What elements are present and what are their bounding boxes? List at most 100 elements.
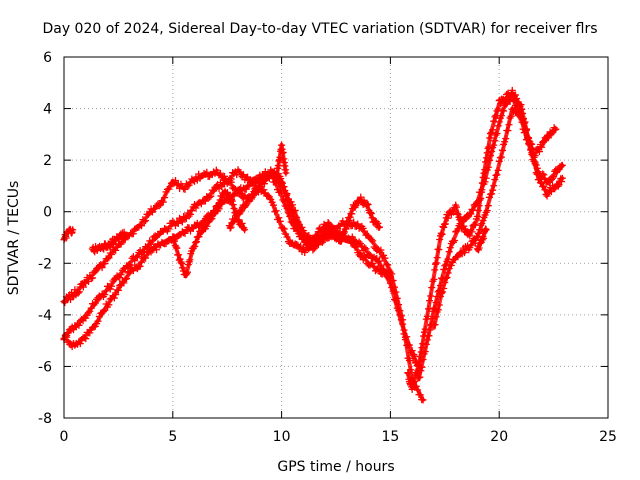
data-point — [389, 277, 397, 285]
data-point — [376, 257, 384, 265]
data-point — [101, 260, 109, 268]
data-point — [278, 178, 286, 186]
data-point — [362, 253, 370, 261]
data-point — [183, 268, 191, 276]
data-point — [74, 320, 82, 328]
data-point — [393, 294, 401, 302]
data-point — [179, 264, 187, 272]
data-point — [367, 208, 375, 216]
data-point — [478, 220, 486, 228]
data-point — [75, 321, 83, 329]
data-point — [106, 249, 114, 257]
data-point — [208, 215, 216, 223]
x-tick-label: 5 — [168, 429, 177, 445]
data-point — [488, 148, 496, 156]
data-point — [362, 201, 370, 209]
data-point — [238, 219, 246, 227]
data-point — [425, 332, 433, 340]
data-point — [502, 135, 510, 143]
x-tick-label: 15 — [381, 429, 399, 445]
data-point — [510, 104, 518, 112]
data-point — [133, 253, 141, 261]
data-point — [435, 246, 443, 254]
data-point — [554, 182, 562, 190]
data-point — [419, 396, 427, 404]
data-point — [142, 217, 150, 225]
data-point — [327, 225, 335, 233]
data-point — [94, 317, 102, 325]
data-point — [336, 236, 344, 244]
data-point — [175, 251, 183, 259]
data-point — [486, 134, 494, 142]
data-point — [516, 110, 524, 118]
data-point — [248, 193, 256, 201]
y-tick-label: -8 — [38, 411, 52, 427]
x-tick-label: 25 — [599, 429, 617, 445]
data-point — [421, 348, 429, 356]
chart-title: Day 020 of 2024, Sidereal Day-to-day VTE… — [42, 21, 597, 37]
data-point — [508, 89, 516, 97]
data-point — [433, 254, 441, 262]
data-point — [478, 186, 486, 194]
data-point — [241, 226, 249, 234]
data-point — [302, 235, 310, 243]
data-point — [148, 236, 156, 244]
data-point — [242, 185, 250, 193]
data-point — [285, 201, 293, 209]
data-point — [483, 207, 491, 215]
data-point — [108, 240, 116, 248]
data-point — [521, 129, 529, 137]
data-point — [119, 234, 127, 242]
data-point — [178, 259, 186, 267]
data-point — [418, 363, 426, 371]
data-point — [231, 215, 239, 223]
data-point — [453, 210, 461, 218]
data-point — [173, 244, 181, 252]
data-point — [403, 341, 411, 349]
data-point — [438, 230, 446, 238]
data-point — [174, 220, 182, 228]
data-point — [419, 356, 427, 364]
data-point — [422, 340, 430, 348]
data-point — [495, 157, 503, 165]
data-point — [416, 373, 424, 381]
data-point — [136, 262, 144, 270]
data-point — [539, 170, 547, 178]
data-point — [505, 121, 513, 129]
data-point — [494, 122, 502, 130]
data-point — [272, 207, 280, 215]
data-point — [247, 195, 255, 203]
data-point — [104, 255, 112, 263]
data-point — [186, 210, 194, 218]
data-point — [284, 195, 292, 203]
data-point — [294, 223, 302, 231]
data-point — [218, 196, 226, 204]
data-point — [443, 273, 451, 281]
x-tick-label: 20 — [490, 429, 508, 445]
data-point — [538, 143, 546, 151]
data-point — [230, 217, 238, 225]
data-point — [206, 193, 214, 201]
data-point — [150, 205, 158, 213]
data-point — [69, 226, 77, 234]
data-point — [405, 356, 413, 364]
data-point — [210, 207, 218, 215]
data-point — [467, 241, 475, 249]
data-point — [500, 107, 508, 115]
data-point — [129, 230, 137, 238]
data-point — [490, 117, 498, 125]
data-point — [397, 312, 405, 320]
data-point — [386, 272, 394, 280]
data-point — [277, 175, 285, 183]
data-point — [112, 291, 120, 299]
data-point — [486, 152, 494, 160]
data-point — [470, 220, 478, 228]
data-point — [541, 186, 549, 194]
data-point — [468, 228, 476, 236]
data-point — [280, 183, 288, 191]
y-axis-label: SDTVAR / TECUs — [6, 181, 22, 296]
data-point — [273, 172, 281, 180]
data-point — [497, 153, 505, 161]
data-point — [482, 174, 490, 182]
